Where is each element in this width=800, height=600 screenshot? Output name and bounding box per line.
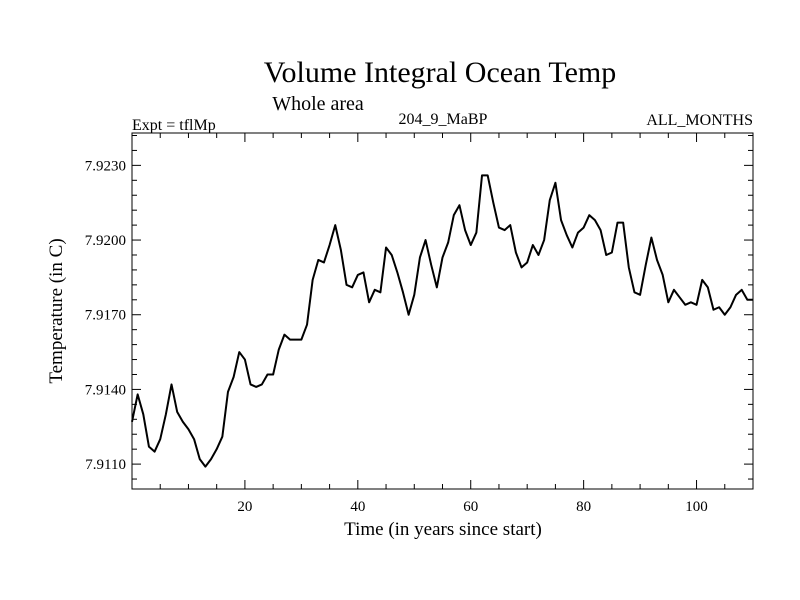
y-tick-label: 7.9200: [85, 233, 126, 249]
y-tick-label: 7.9110: [85, 457, 126, 473]
x-tick-label: 20: [237, 499, 252, 515]
y-tick-label: 7.9140: [85, 382, 126, 398]
y-tick-label: 7.9230: [85, 158, 126, 174]
y-tick-label: 7.9170: [85, 308, 126, 324]
chart-subtitle: Whole area: [272, 93, 364, 115]
months-label: ALL_MONTHS: [646, 112, 753, 129]
x-tick-label: 40: [350, 499, 365, 515]
temperature-series-line: [131, 174, 753, 468]
experiment-label: Expt = tflMp: [132, 117, 216, 134]
x-tick-label: 80: [576, 499, 591, 515]
axis-tick-labels: 20 40 60 80 100 7.9110 7.9140 7.9170 7.9200 7.923…: [85, 158, 708, 515]
period-label: 204_9_MaBP: [399, 111, 488, 128]
x-tick-label: 100: [685, 499, 708, 515]
x-axis-label: Time (in years since start): [344, 519, 542, 540]
y-axis-label: Temperature (in C): [46, 238, 67, 383]
x-tick-label: 60: [463, 499, 478, 515]
plot-frame: [131, 132, 754, 490]
axis-ticks: [132, 133, 753, 489]
chart-title: Volume Integral Ocean Temp: [264, 56, 617, 89]
